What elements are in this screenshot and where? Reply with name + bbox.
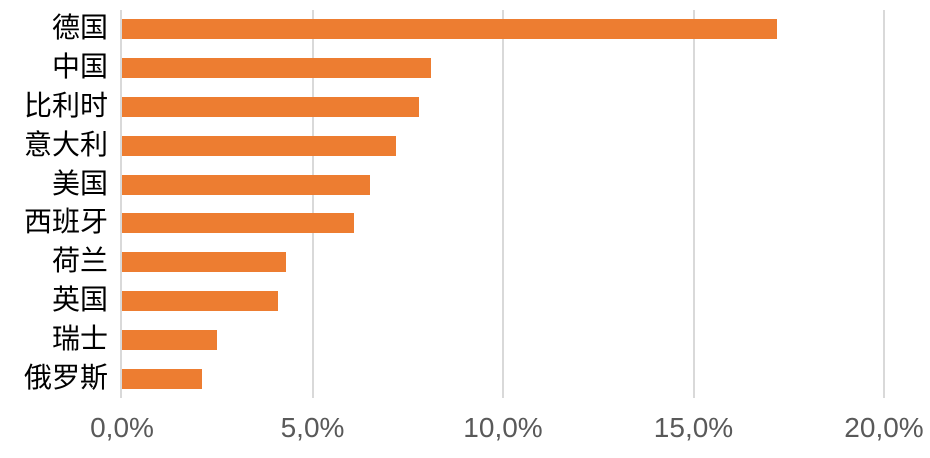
- bar-rows: [122, 10, 884, 398]
- bar: [122, 19, 778, 40]
- category-label: 比利时: [23, 90, 108, 122]
- bar: [122, 174, 370, 195]
- category-label: 德国: [51, 13, 108, 45]
- gridline: [502, 10, 504, 398]
- gridline: [311, 10, 314, 398]
- x-tick-label: 15,0%: [653, 412, 734, 443]
- x-tick-label: 5,0%: [280, 412, 345, 443]
- category-label: 荷兰: [51, 246, 108, 278]
- bar-row: [122, 320, 884, 359]
- bar: [122, 213, 355, 234]
- bar: [122, 329, 218, 350]
- bar-row: [122, 126, 884, 165]
- x-tick-label: 10,0%: [463, 412, 543, 443]
- bar: [122, 368, 202, 389]
- bar: [122, 58, 431, 79]
- plot-area: [120, 10, 885, 398]
- bar-row: [122, 282, 884, 321]
- y-axis-line: [120, 10, 122, 398]
- y-axis-labels: 德国中国比利时意大利美国西班牙荷兰英国瑞士俄罗斯: [0, 10, 108, 398]
- gridline: [883, 10, 885, 398]
- bar-row: [122, 359, 884, 398]
- bar-row: [122, 49, 884, 88]
- bar: [122, 252, 286, 273]
- category-label: 英国: [51, 284, 108, 316]
- bar: [122, 290, 279, 311]
- category-label: 西班牙: [23, 207, 108, 239]
- bar-row: [122, 165, 884, 204]
- x-tick-label: 20,0%: [844, 412, 924, 443]
- x-tick-label: 0,0%: [90, 412, 154, 443]
- category-label: 中国: [51, 52, 108, 84]
- category-label: 意大利: [23, 129, 108, 161]
- bar-row: [122, 243, 884, 282]
- category-label: 俄罗斯: [23, 362, 108, 394]
- gridline: [692, 10, 695, 398]
- bar: [122, 135, 397, 156]
- bar-row: [122, 88, 884, 127]
- x-axis: 0,0% 5,0% 10,0% 15,0% 20,0%: [90, 406, 924, 452]
- category-label: 美国: [51, 168, 108, 200]
- bar-row: [122, 204, 884, 243]
- category-label: 瑞士: [51, 323, 108, 355]
- bar-row: [122, 10, 884, 49]
- bar: [122, 96, 420, 117]
